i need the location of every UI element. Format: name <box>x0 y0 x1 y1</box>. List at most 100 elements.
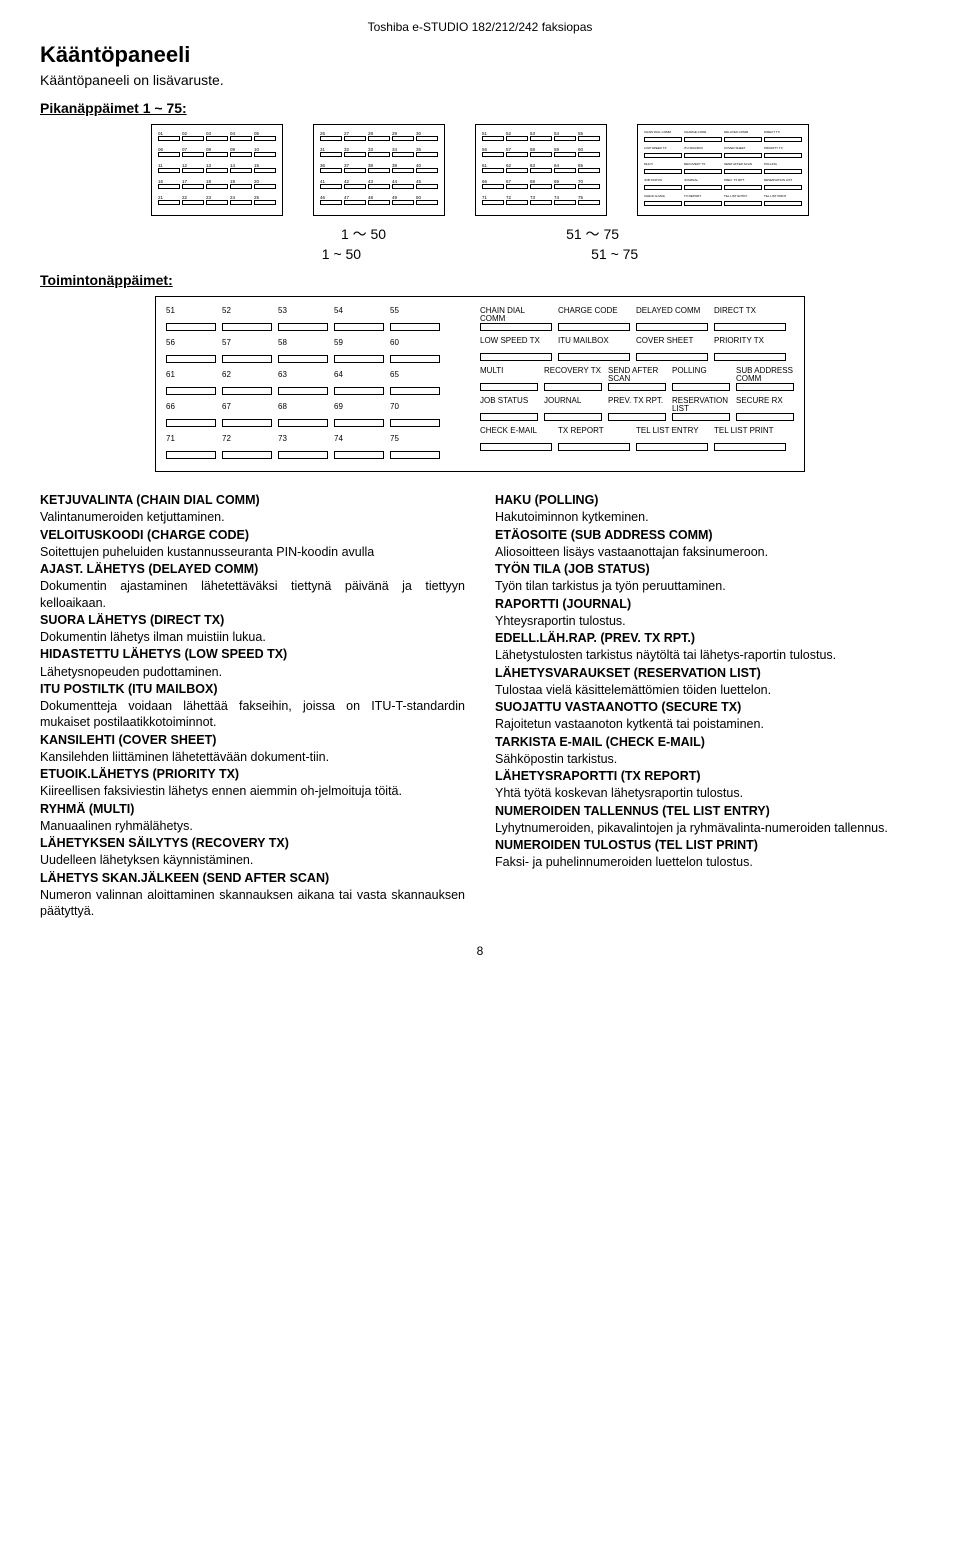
key-58[interactable]: 58 <box>530 147 552 161</box>
key-33[interactable]: 33 <box>368 147 390 161</box>
func-key-delayed-comm[interactable]: DELAYED COMM <box>636 307 708 331</box>
func-key-priority-tx[interactable]: PRIORITY TX <box>714 337 786 361</box>
key-42[interactable]: 42 <box>344 179 366 193</box>
key-38[interactable]: 38 <box>368 163 390 177</box>
key-11[interactable]: 11 <box>158 163 180 177</box>
func-key-71[interactable]: 71 <box>166 435 216 461</box>
key-45[interactable]: 45 <box>416 179 438 193</box>
key-50[interactable]: 50 <box>416 195 438 209</box>
key-ITU MAILBOX[interactable]: ITU MAILBOX <box>684 147 722 161</box>
key-53[interactable]: 53 <box>530 131 552 145</box>
key-PRIORITY TX[interactable]: PRIORITY TX <box>764 147 802 161</box>
func-key-63[interactable]: 63 <box>278 371 328 397</box>
func-key-61[interactable]: 61 <box>166 371 216 397</box>
key-31[interactable]: 31 <box>320 147 342 161</box>
func-key-check-e-mail[interactable]: CHECK E-MAIL <box>480 427 552 451</box>
key-36[interactable]: 36 <box>320 163 342 177</box>
key-52[interactable]: 52 <box>506 131 528 145</box>
func-key-59[interactable]: 59 <box>334 339 384 365</box>
key-CHAIN DIAL COMM[interactable]: CHAIN DIAL COMM <box>644 131 682 145</box>
func-key-low-speed-tx[interactable]: LOW SPEED TX <box>480 337 552 361</box>
key-21[interactable]: 21 <box>158 195 180 209</box>
func-key-70[interactable]: 70 <box>390 403 440 429</box>
key-DELAYED COMM[interactable]: DELAYED COMM <box>724 131 762 145</box>
key-09[interactable]: 09 <box>230 147 252 161</box>
func-key-55[interactable]: 55 <box>390 307 440 333</box>
func-key-57[interactable]: 57 <box>222 339 272 365</box>
func-key-direct-tx[interactable]: DIRECT TX <box>714 307 786 331</box>
func-key-prev.-tx-rpt.[interactable]: PREV. TX RPT. <box>608 397 666 421</box>
key-RECOVERY TX[interactable]: RECOVERY TX <box>684 163 722 177</box>
key-62[interactable]: 62 <box>506 163 528 177</box>
func-key-73[interactable]: 73 <box>278 435 328 461</box>
func-key-tel-list-entry[interactable]: TEL LIST ENTRY <box>636 427 708 451</box>
func-key-52[interactable]: 52 <box>222 307 272 333</box>
func-key-charge-code[interactable]: CHARGE CODE <box>558 307 630 331</box>
func-key-reservation-list[interactable]: RESERVATION LIST <box>672 397 730 421</box>
func-key-send-after-scan[interactable]: SEND AFTER SCAN <box>608 367 666 391</box>
key-57[interactable]: 57 <box>506 147 528 161</box>
func-key-65[interactable]: 65 <box>390 371 440 397</box>
key-69[interactable]: 69 <box>554 179 576 193</box>
func-key-51[interactable]: 51 <box>166 307 216 333</box>
key-61[interactable]: 61 <box>482 163 504 177</box>
key-44[interactable]: 44 <box>392 179 414 193</box>
key-RESERVATION LIST[interactable]: RESERVATION LIST <box>764 179 802 193</box>
func-key-job-status[interactable]: JOB STATUS <box>480 397 538 421</box>
func-key-54[interactable]: 54 <box>334 307 384 333</box>
key-JOB STATUS[interactable]: JOB STATUS <box>644 179 682 193</box>
key-20[interactable]: 20 <box>254 179 276 193</box>
func-key-74[interactable]: 74 <box>334 435 384 461</box>
key-43[interactable]: 43 <box>368 179 390 193</box>
key-70[interactable]: 70 <box>578 179 600 193</box>
key-26[interactable]: 26 <box>320 131 342 145</box>
key-54[interactable]: 54 <box>554 131 576 145</box>
key-30[interactable]: 30 <box>416 131 438 145</box>
key-COVER SHEET[interactable]: COVER SHEET <box>724 147 762 161</box>
key-24[interactable]: 24 <box>230 195 252 209</box>
key-08[interactable]: 08 <box>206 147 228 161</box>
func-key-chain-dial-comm[interactable]: CHAIN DIAL COMM <box>480 307 552 331</box>
key-75[interactable]: 75 <box>578 195 600 209</box>
key-46[interactable]: 46 <box>320 195 342 209</box>
func-key-75[interactable]: 75 <box>390 435 440 461</box>
key-15[interactable]: 15 <box>254 163 276 177</box>
key-04[interactable]: 04 <box>230 131 252 145</box>
key-05[interactable]: 05 <box>254 131 276 145</box>
func-key-66[interactable]: 66 <box>166 403 216 429</box>
func-key-secure-rx[interactable]: SECURE RX <box>736 397 794 421</box>
key-POLLING[interactable]: POLLING <box>764 163 802 177</box>
key-10[interactable]: 10 <box>254 147 276 161</box>
func-key-itu-mailbox[interactable]: ITU MAILBOX <box>558 337 630 361</box>
func-key-tel-list-print[interactable]: TEL LIST PRINT <box>714 427 786 451</box>
key-67[interactable]: 67 <box>506 179 528 193</box>
func-key-cover-sheet[interactable]: COVER SHEET <box>636 337 708 361</box>
func-key-sub-address-comm[interactable]: SUB ADDRESS COMM <box>736 367 794 391</box>
key-25[interactable]: 25 <box>254 195 276 209</box>
key-73[interactable]: 73 <box>530 195 552 209</box>
key-72[interactable]: 72 <box>506 195 528 209</box>
key-12[interactable]: 12 <box>182 163 204 177</box>
key-32[interactable]: 32 <box>344 147 366 161</box>
key-60[interactable]: 60 <box>578 147 600 161</box>
key-66[interactable]: 66 <box>482 179 504 193</box>
func-key-multi[interactable]: MULTI <box>480 367 538 391</box>
func-key-58[interactable]: 58 <box>278 339 328 365</box>
func-key-tx-report[interactable]: TX REPORT <box>558 427 630 451</box>
key-40[interactable]: 40 <box>416 163 438 177</box>
key-TEL LIST PRINT[interactable]: TEL LIST PRINT <box>764 195 802 209</box>
func-key-62[interactable]: 62 <box>222 371 272 397</box>
key-MULTI[interactable]: MULTI <box>644 163 682 177</box>
func-key-recovery-tx[interactable]: RECOVERY TX <box>544 367 602 391</box>
func-key-68[interactable]: 68 <box>278 403 328 429</box>
key-18[interactable]: 18 <box>206 179 228 193</box>
key-23[interactable]: 23 <box>206 195 228 209</box>
key-59[interactable]: 59 <box>554 147 576 161</box>
key-14[interactable]: 14 <box>230 163 252 177</box>
key-DIRECT TX[interactable]: DIRECT TX <box>764 131 802 145</box>
key-19[interactable]: 19 <box>230 179 252 193</box>
key-JOURNAL[interactable]: JOURNAL <box>684 179 722 193</box>
key-74[interactable]: 74 <box>554 195 576 209</box>
key-13[interactable]: 13 <box>206 163 228 177</box>
key-27[interactable]: 27 <box>344 131 366 145</box>
